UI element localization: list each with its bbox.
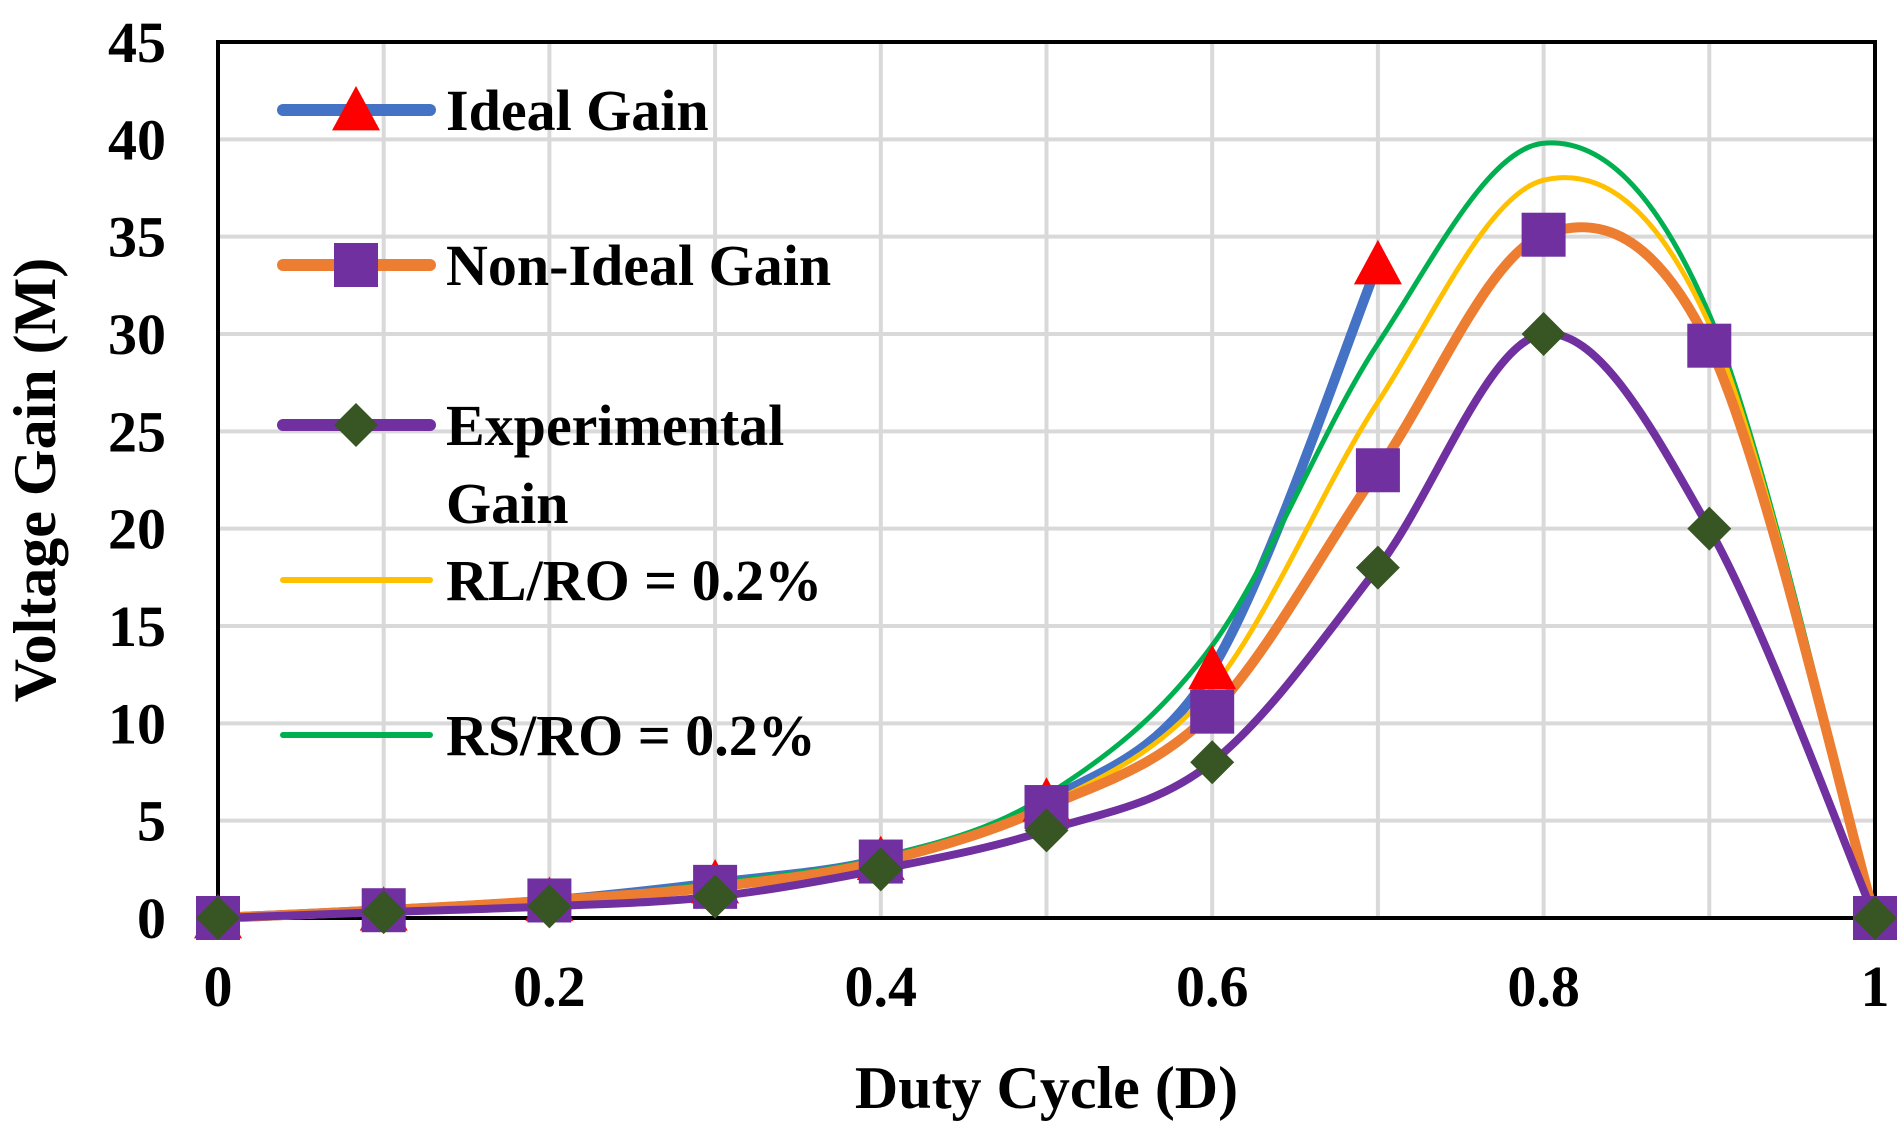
legend-label: RS/RO = 0.2%: [446, 703, 816, 768]
data-point-marker: [1355, 448, 1400, 493]
y-tick-label: 10: [108, 691, 166, 756]
x-tick-label: 0.2: [513, 954, 586, 1019]
data-point-marker: [196, 896, 240, 940]
x-axis-title: Duty Cycle (D): [855, 1055, 1238, 1121]
x-tick-label: 0: [204, 954, 233, 1019]
data-point-marker: [1190, 689, 1235, 734]
x-tick-label: 0.6: [1176, 954, 1249, 1019]
data-point-marker: [1853, 896, 1897, 940]
y-tick-label: 15: [108, 594, 166, 659]
series-markers: [194, 212, 1897, 940]
legend-label-line: Experimental: [446, 393, 784, 458]
y-tick-label: 0: [137, 886, 166, 951]
data-point-marker: [1521, 212, 1566, 257]
y-tick-label: 40: [108, 107, 166, 172]
legend-swatch-marker: [334, 243, 378, 287]
y-tick-label: 35: [108, 205, 166, 270]
legend-label: Non-Ideal Gain: [446, 233, 831, 298]
x-tick-label: 0.8: [1507, 954, 1580, 1019]
legend: Ideal Gain Non-Ideal Gain Experimental Gain…: [277, 78, 831, 768]
data-point-marker: [527, 884, 572, 929]
data-point-marker: [1687, 323, 1732, 368]
data-point-marker: [693, 874, 738, 919]
data-point-marker: [361, 890, 406, 935]
y-tick-label: 25: [108, 399, 166, 464]
legend-label: RL/RO = 0.2%: [446, 548, 822, 613]
legend-label: Ideal Gain: [446, 78, 709, 143]
data-point-marker: [1024, 808, 1069, 853]
data-point-marker: [1353, 239, 1402, 285]
y-axis-title: Voltage Gain (M): [2, 258, 68, 702]
legend-swatch-marker: [332, 86, 380, 131]
data-point-marker: [1687, 506, 1732, 551]
x-tick-label: 0.4: [845, 954, 918, 1019]
data-point-marker: [1188, 644, 1237, 690]
y-tick-label: 20: [108, 497, 166, 562]
data-point-marker: [1190, 740, 1235, 785]
y-tick-label: 45: [108, 10, 166, 75]
x-tick-label: 1: [1861, 954, 1890, 1019]
legend-swatch-marker: [334, 403, 378, 447]
data-point-marker: [858, 847, 903, 892]
y-tick-label: 5: [137, 789, 166, 854]
data-point-marker: [1521, 312, 1566, 356]
legend-label-line: Gain: [446, 471, 569, 536]
legend-label: Experimental Gain: [446, 393, 784, 536]
data-point-marker: [1355, 545, 1400, 590]
plot-area-frame: [216, 40, 1877, 920]
y-tick-label: 30: [108, 302, 166, 367]
